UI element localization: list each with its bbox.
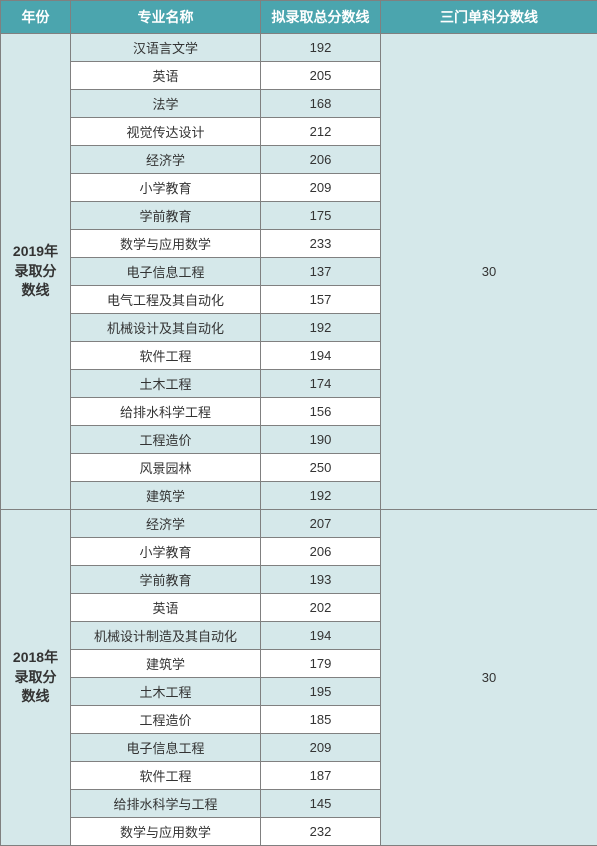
major-cell: 学前教育 [71, 202, 261, 230]
major-cell: 数学与应用数学 [71, 818, 261, 846]
total-score-cell: 190 [261, 426, 381, 454]
major-cell: 风景园林 [71, 454, 261, 482]
major-cell: 学前教育 [71, 566, 261, 594]
major-cell: 工程造价 [71, 426, 261, 454]
total-score-cell: 187 [261, 762, 381, 790]
table-body: 2019年录取分数线汉语言文学19230英语205法学168视觉传达设计212经… [1, 34, 597, 846]
header-row: 年份 专业名称 拟录取总分数线 三门单科分数线 [1, 1, 597, 34]
year-part2: 录取分 [15, 263, 57, 279]
major-cell: 建筑学 [71, 650, 261, 678]
total-score-cell: 185 [261, 706, 381, 734]
year-part1: 2018年 [13, 649, 58, 665]
total-score-cell: 194 [261, 622, 381, 650]
total-score-cell: 179 [261, 650, 381, 678]
major-cell: 经济学 [71, 510, 261, 538]
major-cell: 英语 [71, 62, 261, 90]
major-cell: 小学教育 [71, 174, 261, 202]
major-cell: 数学与应用数学 [71, 230, 261, 258]
major-cell: 工程造价 [71, 706, 261, 734]
major-cell: 视觉传达设计 [71, 118, 261, 146]
major-cell: 给排水科学与工程 [71, 790, 261, 818]
major-cell: 软件工程 [71, 762, 261, 790]
header-major: 专业名称 [71, 1, 261, 34]
total-score-cell: 250 [261, 454, 381, 482]
major-cell: 英语 [71, 594, 261, 622]
major-cell: 建筑学 [71, 482, 261, 510]
major-cell: 机械设计及其自动化 [71, 314, 261, 342]
table-row: 2019年录取分数线汉语言文学19230 [1, 34, 597, 62]
total-score-cell: 202 [261, 594, 381, 622]
major-cell: 电气工程及其自动化 [71, 286, 261, 314]
table-row: 2018年录取分数线经济学20730 [1, 510, 597, 538]
major-cell: 电子信息工程 [71, 734, 261, 762]
total-score-cell: 233 [261, 230, 381, 258]
total-score-cell: 209 [261, 734, 381, 762]
year-part3: 数线 [22, 282, 50, 298]
year-part3: 数线 [22, 688, 50, 704]
total-score-cell: 192 [261, 314, 381, 342]
total-score-cell: 205 [261, 62, 381, 90]
total-score-cell: 192 [261, 34, 381, 62]
total-score-cell: 194 [261, 342, 381, 370]
major-cell: 机械设计制造及其自动化 [71, 622, 261, 650]
score-table: 年份 专业名称 拟录取总分数线 三门单科分数线 2019年录取分数线汉语言文学1… [0, 0, 597, 846]
total-score-cell: 175 [261, 202, 381, 230]
total-score-cell: 137 [261, 258, 381, 286]
single-score-cell: 30 [381, 510, 597, 846]
major-cell: 汉语言文学 [71, 34, 261, 62]
header-total: 拟录取总分数线 [261, 1, 381, 34]
header-single: 三门单科分数线 [381, 1, 597, 34]
major-cell: 土木工程 [71, 370, 261, 398]
total-score-cell: 145 [261, 790, 381, 818]
major-cell: 小学教育 [71, 538, 261, 566]
major-cell: 土木工程 [71, 678, 261, 706]
total-score-cell: 207 [261, 510, 381, 538]
total-score-cell: 192 [261, 482, 381, 510]
major-cell: 给排水科学工程 [71, 398, 261, 426]
year-part1: 2019年 [13, 243, 58, 259]
total-score-cell: 212 [261, 118, 381, 146]
single-score-cell: 30 [381, 34, 597, 510]
major-cell: 电子信息工程 [71, 258, 261, 286]
major-cell: 经济学 [71, 146, 261, 174]
total-score-cell: 195 [261, 678, 381, 706]
total-score-cell: 157 [261, 286, 381, 314]
total-score-cell: 206 [261, 538, 381, 566]
major-cell: 软件工程 [71, 342, 261, 370]
total-score-cell: 206 [261, 146, 381, 174]
header-year: 年份 [1, 1, 71, 34]
total-score-cell: 232 [261, 818, 381, 846]
year-cell: 2019年录取分数线 [1, 34, 71, 510]
total-score-cell: 193 [261, 566, 381, 594]
total-score-cell: 168 [261, 90, 381, 118]
total-score-cell: 156 [261, 398, 381, 426]
year-part2: 录取分 [15, 669, 57, 685]
total-score-cell: 174 [261, 370, 381, 398]
year-cell: 2018年录取分数线 [1, 510, 71, 846]
total-score-cell: 209 [261, 174, 381, 202]
major-cell: 法学 [71, 90, 261, 118]
